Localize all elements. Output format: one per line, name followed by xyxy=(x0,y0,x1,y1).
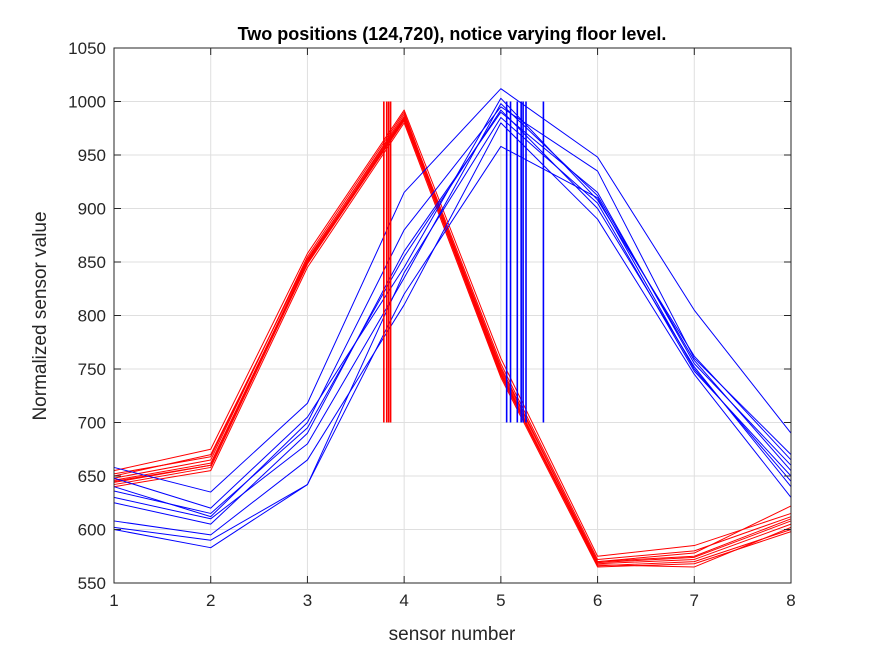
x-tick-label: 4 xyxy=(399,591,408,610)
position-b-line-7 xyxy=(113,103,792,520)
y-axis-ticks: 550 600 650 700 750 800 850 900 950 1000 1050 xyxy=(68,39,791,593)
x-tick-label: 3 xyxy=(303,591,312,610)
position-a-line-2 xyxy=(113,111,792,565)
position-markers xyxy=(383,101,545,423)
y-tick-label: 650 xyxy=(78,467,106,486)
y-tick-label: 600 xyxy=(78,521,106,540)
position-b-line-3 xyxy=(113,111,792,525)
x-tick-label: 1 xyxy=(109,591,118,610)
position-a-line-9 xyxy=(113,119,792,568)
y-tick-label: 1000 xyxy=(68,93,106,112)
position-b-line-9 xyxy=(113,109,792,514)
grid xyxy=(114,48,791,583)
y-tick-label: 950 xyxy=(78,146,106,165)
position-a-line-7 xyxy=(113,115,792,563)
position-b-series xyxy=(113,88,792,549)
y-tick-label: 850 xyxy=(78,253,106,272)
position-a-line-6 xyxy=(113,122,792,568)
chart-title: Two positions (124,720), notice varying … xyxy=(238,24,667,44)
y-tick-label: 900 xyxy=(78,200,106,219)
position-b-line-1 xyxy=(113,88,792,493)
position-a-line-8 xyxy=(113,118,792,564)
y-tick-label: 800 xyxy=(78,307,106,326)
y-tick-label: 750 xyxy=(78,360,106,379)
x-axis-ticks: 1 2 3 4 5 6 7 8 xyxy=(109,48,796,610)
x-axis-label: sensor number xyxy=(389,624,516,645)
x-tick-label: 8 xyxy=(786,591,795,610)
x-tick-label: 5 xyxy=(496,591,505,610)
y-tick-label: 550 xyxy=(78,574,106,593)
y-tick-label: 1050 xyxy=(68,39,106,58)
x-tick-label: 6 xyxy=(593,591,602,610)
x-tick-label: 7 xyxy=(690,591,699,610)
y-tick-label: 700 xyxy=(78,414,106,433)
position-b-line-2 xyxy=(113,106,792,518)
y-axis-label: Normalized sensor value xyxy=(30,211,51,420)
position-b-line-4 xyxy=(113,117,792,541)
position-b-line-6 xyxy=(113,122,792,536)
position-a-series xyxy=(113,109,792,568)
position-a-line-5 xyxy=(113,109,792,557)
position-a-line-3 xyxy=(113,113,792,560)
x-tick-label: 2 xyxy=(206,591,215,610)
